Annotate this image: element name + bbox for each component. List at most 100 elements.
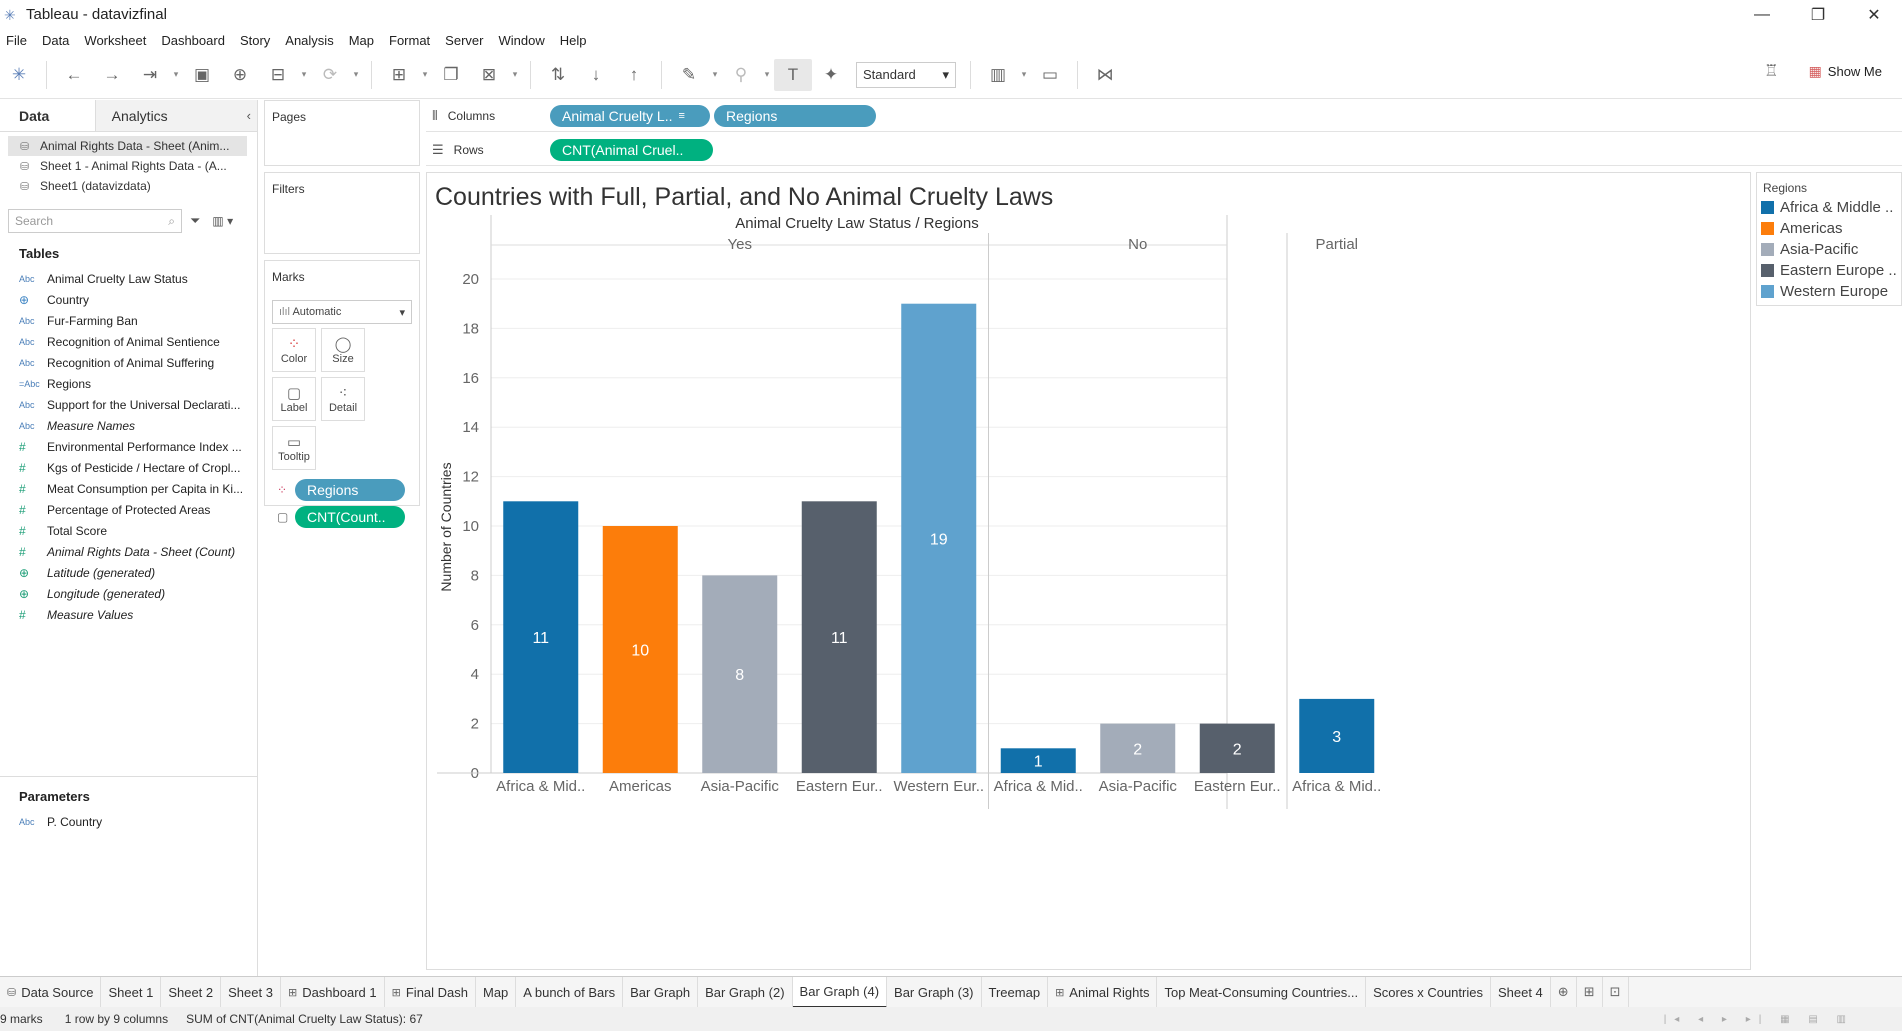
tooltip-button[interactable]: ▭ Tooltip — [272, 426, 316, 470]
field-item[interactable]: # Percentage of Protected Areas — [0, 499, 257, 520]
menu-format[interactable]: Format — [389, 32, 431, 48]
field-item[interactable]: Abc Support for the Universal Declarati..… — [0, 394, 257, 415]
new-story-tab-icon[interactable]: ⊡ — [1603, 976, 1629, 1008]
filter-icon[interactable]: ⏷ — [190, 213, 201, 228]
tableau-home-icon[interactable]: ✳ — [11, 64, 27, 84]
field-item[interactable]: # Measure Values — [0, 604, 257, 625]
field-item[interactable]: # Kgs of Pesticide / Hectare of Cropl... — [0, 457, 257, 478]
presentation-mode-icon[interactable]: ▭ — [1041, 64, 1059, 84]
close-button[interactable]: ✕ — [1867, 6, 1881, 24]
fix-axes-icon[interactable]: ✦ — [823, 64, 839, 84]
field-item[interactable]: # Meat Consumption per Capita in Ki... — [0, 478, 257, 499]
menu-data[interactable]: Data — [41, 32, 70, 48]
redo-icon[interactable]: → — [103, 64, 121, 84]
regions-color-pill[interactable]: Regions — [295, 479, 405, 501]
group-dropdown-icon[interactable]: ▾ — [764, 69, 770, 79]
sheet-tab[interactable]: Sheet 1 — [101, 976, 162, 1008]
color-button[interactable]: ⁘ Color — [272, 328, 316, 372]
pause-updates-icon[interactable]: ⊟ — [270, 64, 286, 84]
swap-rows-columns-icon[interactable]: ⇅ — [550, 64, 566, 84]
datasource-item[interactable]: ⛁ Animal Rights Data - Sheet (Anim... — [8, 136, 247, 156]
sheet-tab[interactable]: Map — [476, 976, 517, 1008]
tab-data-source[interactable]: ⛁ Data Source — [0, 976, 102, 1008]
share-icon[interactable]: ⋈ — [1096, 64, 1114, 84]
parameter-item[interactable]: Abc P. Country — [0, 811, 258, 832]
search-input[interactable]: Search ⌕ — [8, 209, 182, 233]
sheet-tab[interactable]: ⊞ Animal Rights — [1048, 976, 1158, 1008]
legend-item[interactable]: Americas — [1757, 218, 1901, 239]
clear-sheet-icon[interactable]: ⊠ — [481, 64, 497, 84]
new-worksheet-dropdown-icon[interactable]: ▾ — [422, 69, 428, 79]
legend-item[interactable]: Asia-Pacific — [1757, 239, 1901, 260]
menu-window[interactable]: Window — [498, 32, 545, 48]
view-options-icon[interactable]: ▥ ▾ — [212, 214, 234, 228]
pages-card[interactable]: Pages — [264, 100, 420, 166]
tab-data[interactable]: Data — [0, 100, 96, 131]
sort-descending-icon[interactable]: ↑ — [629, 64, 639, 84]
datasource-item[interactable]: ⛁ Sheet1 (datavizdata) — [0, 176, 257, 196]
field-item[interactable]: =Abc Regions — [0, 373, 257, 394]
save-icon[interactable]: ▣ — [193, 64, 211, 84]
replay-dropdown-icon[interactable]: ▾ — [173, 69, 179, 79]
show-me-icon[interactable]: ▦ — [1808, 62, 1822, 79]
sort-ascending-icon[interactable]: ↓ — [591, 64, 601, 84]
sheet-tab[interactable]: Sheet 2 — [161, 976, 222, 1008]
field-item[interactable]: Abc Animal Cruelty Law Status — [0, 268, 257, 289]
field-item[interactable]: Abc Recognition of Animal Suffering — [0, 352, 257, 373]
field-item[interactable]: # Environmental Performance Index ... — [0, 436, 257, 457]
format-paint-icon[interactable]: ♖ — [1764, 63, 1779, 80]
new-worksheet-icon[interactable]: ⊞ — [391, 64, 407, 84]
tab-analytics[interactable]: Analytics — [95, 100, 257, 131]
refresh-dropdown-icon[interactable]: ▾ — [353, 69, 359, 79]
legend-item[interactable]: Africa & Middle .. — [1757, 197, 1901, 218]
menu-worksheet[interactable]: Worksheet — [84, 32, 147, 48]
clear-dropdown-icon[interactable]: ▾ — [512, 69, 518, 79]
sheet-tab[interactable]: Bar Graph (2) — [698, 976, 793, 1008]
highlight-icon[interactable]: ✎ — [681, 64, 697, 84]
sheet-tab[interactable]: A bunch of Bars — [516, 976, 624, 1008]
sheet-tab[interactable]: Scores x Countries — [1366, 976, 1491, 1008]
sheet-nav-arrows-icon[interactable]: |◂ ◂ ▸ ▸| ▦ ▤ ▥ — [1663, 1013, 1854, 1025]
sheet-tab-active[interactable]: Bar Graph (4) — [792, 976, 888, 1008]
refresh-icon[interactable]: ⟳ — [322, 64, 338, 84]
field-item[interactable]: # Total Score — [0, 520, 257, 541]
duplicate-sheet-icon[interactable]: ❐ — [443, 64, 459, 84]
menu-story[interactable]: Story — [239, 32, 271, 48]
field-item[interactable]: ⊕ Latitude (generated) — [0, 562, 257, 583]
sheet-tab[interactable]: Sheet 4 — [1491, 976, 1551, 1008]
field-item[interactable]: ⊕ Longitude (generated) — [0, 583, 257, 604]
menu-file[interactable]: File — [6, 32, 27, 48]
new-dashboard-tab-icon[interactable]: ⊞ — [1577, 976, 1603, 1008]
field-item[interactable]: Abc Measure Names — [0, 415, 257, 436]
menu-map[interactable]: Map — [348, 32, 374, 48]
replay-icon[interactable]: ⇥ — [142, 64, 158, 84]
show-cards-icon[interactable]: ▥ — [989, 64, 1007, 84]
sheet-tab[interactable]: Top Meat-Consuming Countries... — [1157, 976, 1367, 1008]
columns-pill[interactable]: Animal Cruelty L.. ≡ — [550, 104, 710, 127]
filters-card[interactable]: Filters — [264, 172, 420, 254]
field-item[interactable]: Abc Recognition of Animal Sentience — [0, 331, 257, 352]
minimize-button[interactable]: — — [1754, 5, 1770, 23]
datasource-item[interactable]: ⛁ Sheet 1 - Animal Rights Data - (A... — [0, 156, 257, 176]
collapse-pane-icon[interactable]: ‹ — [246, 108, 251, 123]
rows-pill[interactable]: CNT(Animal Cruel.. — [550, 138, 713, 161]
size-button[interactable]: ◯ Size — [321, 328, 365, 372]
field-item[interactable]: # Animal Rights Data - Sheet (Count) — [0, 541, 257, 562]
legend-item[interactable]: Western Europe — [1757, 281, 1901, 302]
restore-button[interactable]: ❐ — [1810, 6, 1826, 24]
count-label-pill[interactable]: CNT(Count.. — [295, 506, 405, 528]
menu-analysis[interactable]: Analysis — [285, 32, 334, 48]
show-me-button[interactable]: Show Me — [1827, 63, 1882, 79]
sheet-tab[interactable]: ⊞ Dashboard 1 — [281, 976, 385, 1008]
show-cards-dropdown-icon[interactable]: ▾ — [1021, 69, 1027, 79]
fit-select[interactable]: Standard ▾ — [856, 61, 956, 88]
sheet-tab[interactable]: ⊞ Final Dash — [385, 976, 476, 1008]
sheet-tab[interactable]: Treemap — [982, 976, 1049, 1008]
menu-dashboard[interactable]: Dashboard — [161, 32, 225, 48]
field-item[interactable]: Abc Fur-Farming Ban — [0, 310, 257, 331]
sheet-tab[interactable]: Bar Graph (3) — [887, 976, 982, 1008]
show-mark-labels-icon[interactable]: T — [774, 58, 812, 91]
legend-item[interactable]: Eastern Europe .. — [1757, 260, 1901, 281]
menu-server[interactable]: Server — [445, 32, 484, 48]
group-members-icon[interactable]: ⚲ — [734, 64, 748, 84]
